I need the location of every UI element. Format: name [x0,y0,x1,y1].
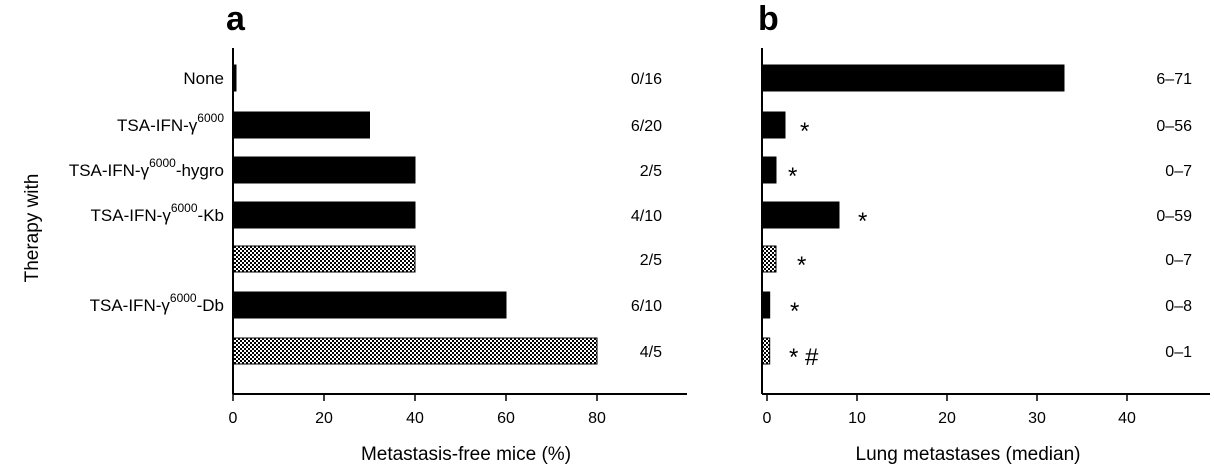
panel-a-ratio-label: 0/16 [631,71,662,88]
panel-a-x-axis-title: Metastasis-free mice (%) [361,444,571,465]
panel-b-significance-mark: * [797,252,806,279]
panel-b-bar [761,337,771,365]
panel-b-bars [761,64,1065,365]
panel-b-tick-label: 30 [1028,410,1046,427]
panel-a-bars [232,64,598,365]
panel-b-significance-marks: ****** # [788,118,867,371]
panel-a-ratio-label: 6/20 [631,118,662,135]
panel-b-significance-mark: * [800,118,809,145]
panel-a-bar [232,201,416,229]
panel-b: b ****** # 6–710–560–70–590–70–80–1 0 10 2… [758,0,1210,465]
panel-b-range-labels: 6–71 0–56 0–7 0–59 0–7 0–8 0–1 [1156,71,1192,361]
panel-b-bar [761,201,840,229]
panel-b-bar [761,245,777,273]
panel-b-range-label: 0–7 [1165,163,1192,180]
panel-b-tick-label: 40 [1118,410,1136,427]
panel-b-range-label: 0–59 [1156,208,1192,225]
panel-a-tick-label: 60 [497,410,515,427]
panel-b-bar [761,64,1065,92]
panel-a-tick-label: 40 [406,410,424,427]
panel-b-range-label: 0–1 [1165,344,1192,361]
panel-a-ratio-label: 4/5 [640,344,662,361]
panel-a-ratio-label: 2/5 [640,252,662,269]
panel-a-ratio-label: 6/10 [631,298,662,315]
panel-a-bar [232,337,598,365]
panel-b-bar [761,156,777,184]
panel-a-category-label: TSA-IFN-γ6000-Db [90,291,224,315]
panel-a-tick-label: 80 [588,410,606,427]
panel-a-ratio-label: 2/5 [640,163,662,180]
panel-b-letter: b [758,0,779,38]
panel-b-range-label: 0–56 [1156,118,1192,135]
panel-b-range-label: 6–71 [1156,71,1192,88]
panel-b-bar [761,111,786,139]
panel-b-significance-mark: * [790,298,799,325]
panel-b-tick-label: 10 [848,410,866,427]
panel-a-ratio-labels: 0/16 6/20 2/5 4/10 2/5 6/10 4/5 [631,71,662,361]
panel-a-category-label: None [183,69,224,88]
panel-a-category-labels: None TSA-IFN-γ6000 TSA-IFN-γ6000-hygro TSA-… [69,69,224,315]
panel-b-significance-mark: * [788,163,797,190]
panel-b-significance-mark: * [858,208,867,235]
panel-a-ratio-label: 4/10 [631,208,662,225]
panel-a: a Therapy with None TSA-IFN-γ6000 TSA-IFN-… [22,0,687,465]
panel-a-category-label: TSA-IFN-γ6000 [117,111,224,135]
panel-b-range-label: 0–8 [1165,298,1192,315]
panel-b-tick-label: 20 [938,410,956,427]
panel-a-tick-label: 20 [315,410,333,427]
panel-b-x-axis-title: Lung metastases (median) [856,444,1081,465]
panel-b-range-label: 0–7 [1165,252,1192,269]
panel-b-significance-mark: * # [789,344,819,371]
panel-a-tick-label: 0 [229,410,238,427]
panel-a-bar [232,156,416,184]
panel-a-category-label: TSA-IFN-γ6000-hygro [69,156,224,180]
panel-a-y-axis-title: Therapy with [22,174,43,283]
panel-a-bar [232,291,507,319]
panel-b-bar [761,291,771,319]
panel-b-tick-label: 0 [763,410,772,427]
panel-a-x-ticks: 0 20 40 60 80 [229,394,606,427]
panel-b-x-ticks: 0 10 20 30 40 [763,394,1136,427]
panel-a-category-label: TSA-IFN-γ6000-Kb [91,201,224,225]
panel-a-bar [232,245,416,273]
panel-a-letter: a [226,0,246,38]
panel-a-bar [232,111,370,139]
